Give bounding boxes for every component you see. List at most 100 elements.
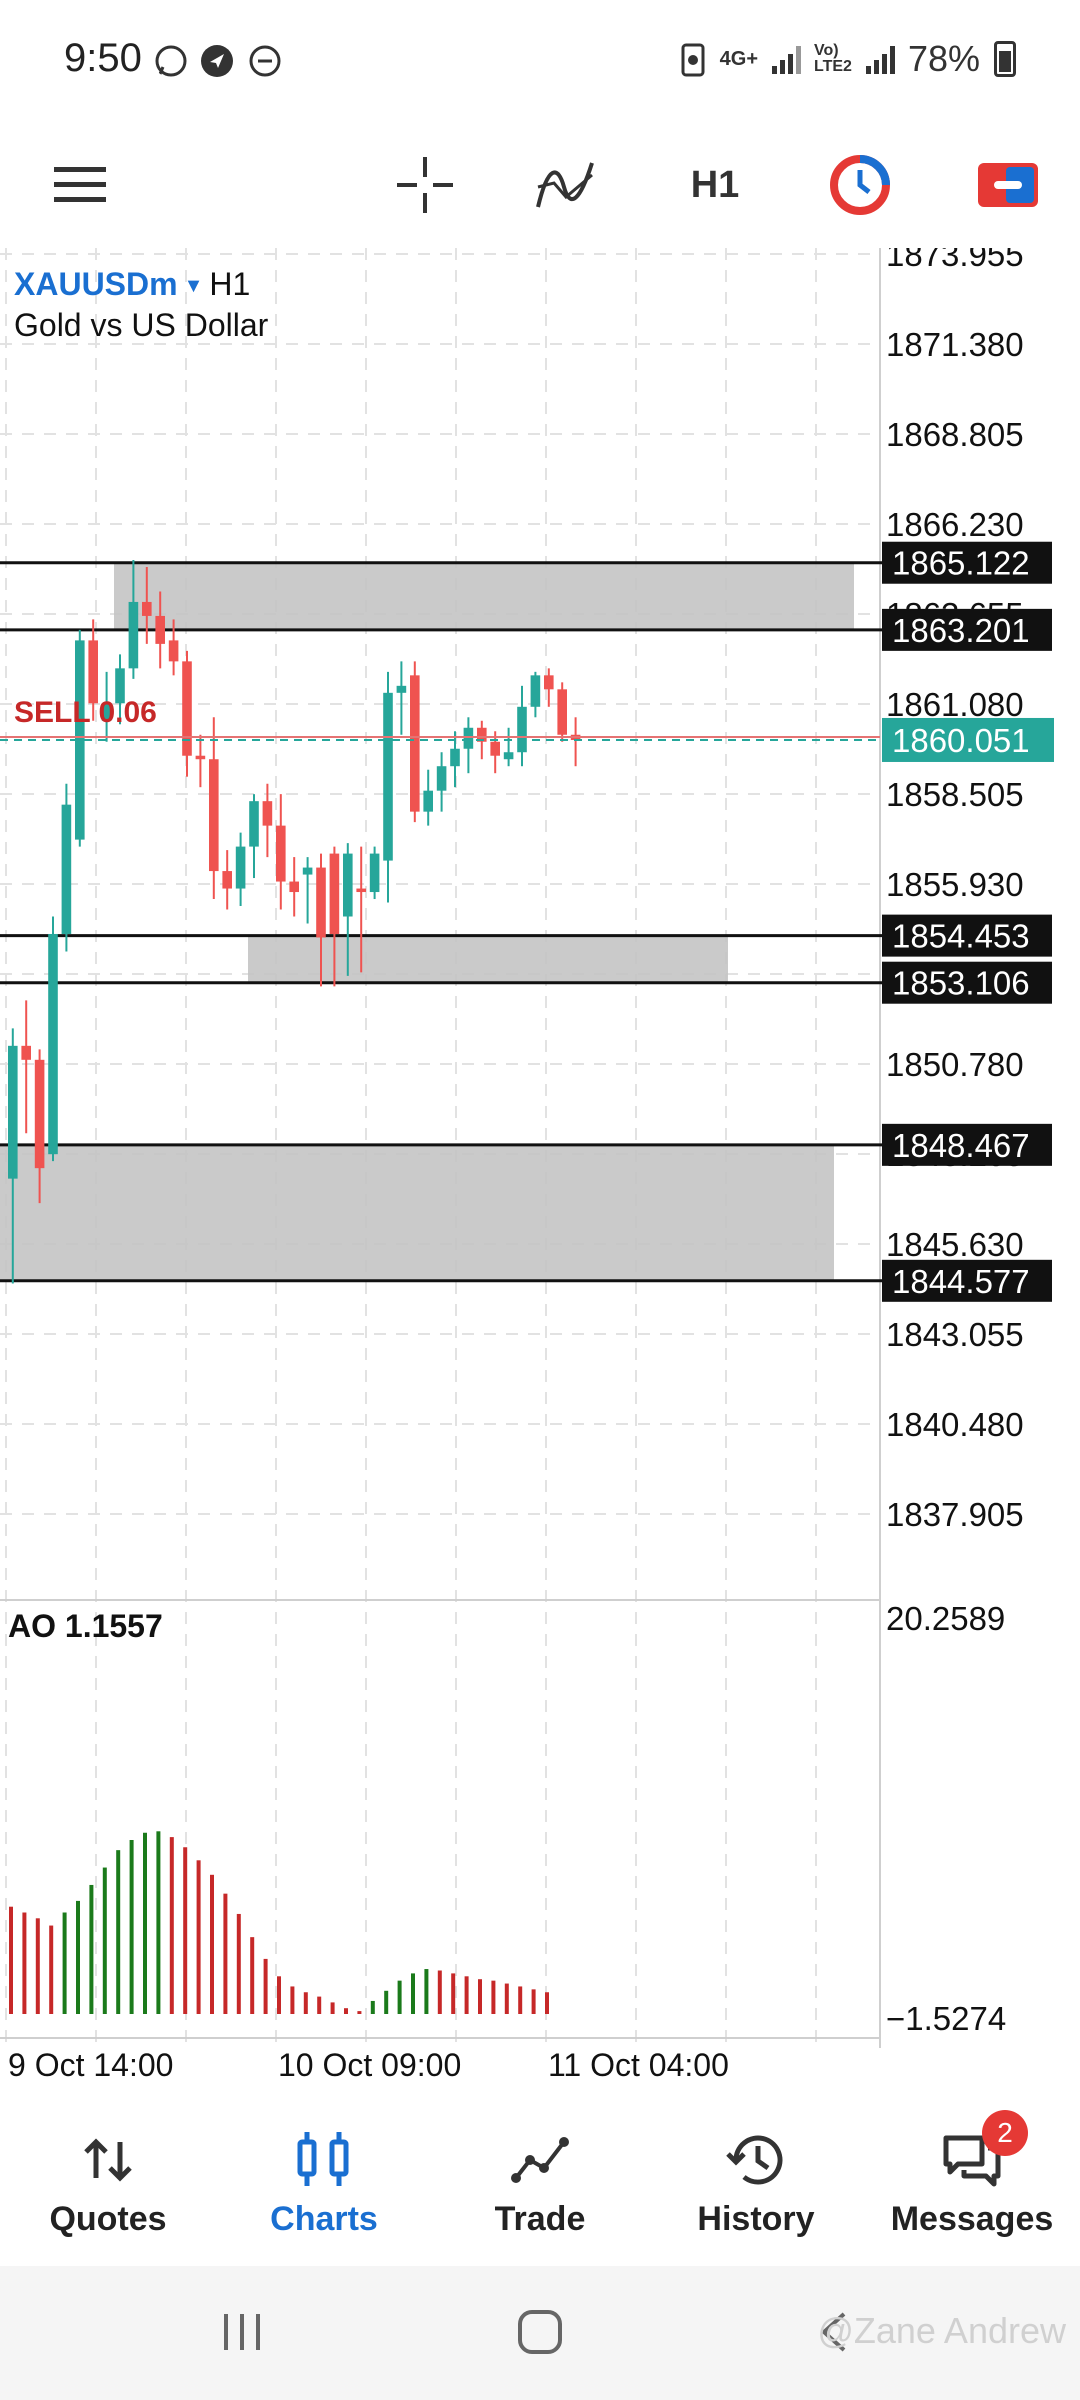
timeframe-button[interactable]: H1 bbox=[670, 120, 760, 250]
menu-button[interactable] bbox=[40, 120, 120, 250]
candle-body bbox=[75, 640, 85, 840]
ao-bar bbox=[116, 1850, 121, 2014]
bottom-navigation: Quotes Charts Trade History bbox=[0, 2090, 1080, 2266]
candle-body bbox=[463, 727, 474, 749]
candle-body bbox=[8, 1045, 18, 1179]
ao-bar bbox=[35, 1918, 40, 2014]
quotes-arrows-icon bbox=[84, 2138, 132, 2182]
candle-body bbox=[343, 853, 353, 917]
ao-bar bbox=[303, 1992, 308, 2014]
ao-bar bbox=[277, 1976, 281, 2014]
symbol-dropdown-icon[interactable]: ▼ bbox=[183, 275, 204, 298]
navigation-app-icon bbox=[201, 45, 233, 77]
candle-body bbox=[450, 748, 460, 767]
toggle-button[interactable] bbox=[960, 120, 1056, 250]
ao-bar bbox=[531, 1989, 536, 2014]
ao-bar bbox=[437, 1970, 442, 2014]
price-tick-label: 1868.805 bbox=[886, 416, 1024, 453]
signal-1-icon bbox=[772, 44, 801, 74]
price-tick-label: 1866.230 bbox=[886, 506, 1024, 543]
candle-body bbox=[195, 755, 206, 760]
ao-bar bbox=[129, 1840, 134, 2014]
nav-messages[interactable]: Messages 2 bbox=[864, 2090, 1080, 2266]
ao-bar bbox=[491, 1980, 496, 2014]
level-tag-label: 1844.577 bbox=[892, 1263, 1030, 1300]
candle-body bbox=[222, 871, 232, 889]
symbol-name[interactable]: XAUUSDm bbox=[14, 266, 178, 302]
network-type: 4G+ bbox=[719, 48, 758, 70]
candle-body bbox=[490, 741, 500, 756]
candle-body bbox=[477, 727, 487, 742]
nav-quotes[interactable]: Quotes bbox=[0, 2090, 216, 2266]
system-navigation: @Zane Andrew bbox=[0, 2266, 1080, 2400]
candle-body bbox=[235, 846, 246, 889]
indicators-icon bbox=[536, 162, 594, 208]
level-tag-label: 1863.201 bbox=[892, 612, 1030, 649]
ao-bar bbox=[223, 1893, 228, 2014]
candle-body bbox=[544, 675, 554, 690]
ao-bar bbox=[518, 1986, 523, 2014]
demand-zone-lower-rect bbox=[0, 1144, 834, 1281]
back-button[interactable] bbox=[810, 2308, 858, 2356]
price-chart[interactable]: 1873.9551871.3801868.8051866.2301863.655… bbox=[0, 248, 1080, 2088]
ao-bar bbox=[290, 1986, 295, 2014]
ao-bar bbox=[89, 1884, 94, 2014]
hamburger-icon bbox=[54, 167, 106, 202]
data-saver-icon bbox=[681, 43, 705, 77]
chart-toolbar: H1 bbox=[0, 120, 1080, 250]
price-tick-label: 1873.955 bbox=[886, 248, 1024, 273]
position-label[interactable]: SELL 0.06 bbox=[14, 696, 157, 729]
chart-clock-button[interactable] bbox=[815, 120, 905, 250]
candle-body bbox=[101, 703, 112, 721]
level-tag-bg bbox=[882, 1123, 1052, 1166]
symbol-line: XAUUSDm ▼ H1 bbox=[14, 266, 268, 303]
ao-bar bbox=[22, 1912, 27, 2014]
level-tag-bg bbox=[882, 914, 1052, 957]
indicators-button[interactable] bbox=[520, 120, 610, 250]
do-not-disturb-icon bbox=[249, 45, 281, 77]
candle-body bbox=[383, 692, 393, 861]
ao-bar bbox=[143, 1832, 147, 2014]
candle-body bbox=[276, 825, 286, 882]
candle-body bbox=[503, 752, 514, 760]
ao-bar bbox=[384, 1990, 389, 2014]
price-tick-label: 1858.505 bbox=[886, 776, 1024, 813]
candle-body bbox=[530, 675, 541, 707]
ao-bar bbox=[156, 1831, 161, 2014]
time-tick-label: 11 Oct 04:00 bbox=[548, 2047, 729, 2083]
candle-body bbox=[262, 801, 273, 826]
nav-charts-label: Charts bbox=[270, 2200, 378, 2238]
indicator-max-label: 20.2589 bbox=[886, 1600, 1005, 1637]
nav-trade-label: Trade bbox=[494, 2200, 586, 2238]
ao-bar bbox=[330, 2002, 335, 2014]
status-indicators: 4G+ Vo) LTE2 78% bbox=[680, 38, 1016, 80]
chart-area[interactable]: 1873.9551871.3801868.8051866.2301863.655… bbox=[0, 248, 1080, 2088]
ao-bar bbox=[370, 2000, 375, 2014]
candle-body bbox=[302, 867, 313, 875]
nav-history[interactable]: History bbox=[648, 2090, 864, 2266]
ao-bar bbox=[478, 1979, 482, 2014]
candle-body bbox=[48, 933, 58, 1155]
watermark: @Zane Andrew bbox=[817, 2310, 1066, 2351]
volte-icon: Vo) LTE2 bbox=[814, 42, 852, 75]
price-tick-label: 1861.080 bbox=[886, 686, 1024, 723]
candle-body bbox=[517, 706, 527, 753]
crosshair-button[interactable] bbox=[380, 120, 470, 250]
candle-body bbox=[142, 601, 152, 616]
history-clock-icon bbox=[726, 2135, 783, 2185]
whatsapp-icon bbox=[155, 45, 187, 77]
level-tag-bg bbox=[882, 961, 1052, 1004]
candle-body bbox=[396, 685, 407, 693]
nav-charts[interactable]: Charts bbox=[216, 2090, 432, 2266]
nav-trade[interactable]: Trade bbox=[432, 2090, 648, 2266]
ao-bar bbox=[169, 1837, 174, 2014]
ao-bar bbox=[263, 1958, 268, 2014]
home-button[interactable] bbox=[516, 2308, 564, 2356]
demand-zone-rect bbox=[248, 935, 728, 983]
recents-button[interactable] bbox=[218, 2308, 266, 2356]
level-tag-label: 1848.467 bbox=[892, 1127, 1030, 1164]
ao-bar bbox=[464, 1976, 469, 2014]
candle-body bbox=[182, 661, 192, 756]
time-tick-label: 9 Oct 14:00 bbox=[8, 2047, 173, 2083]
timeframe-label: H1 bbox=[690, 163, 740, 206]
